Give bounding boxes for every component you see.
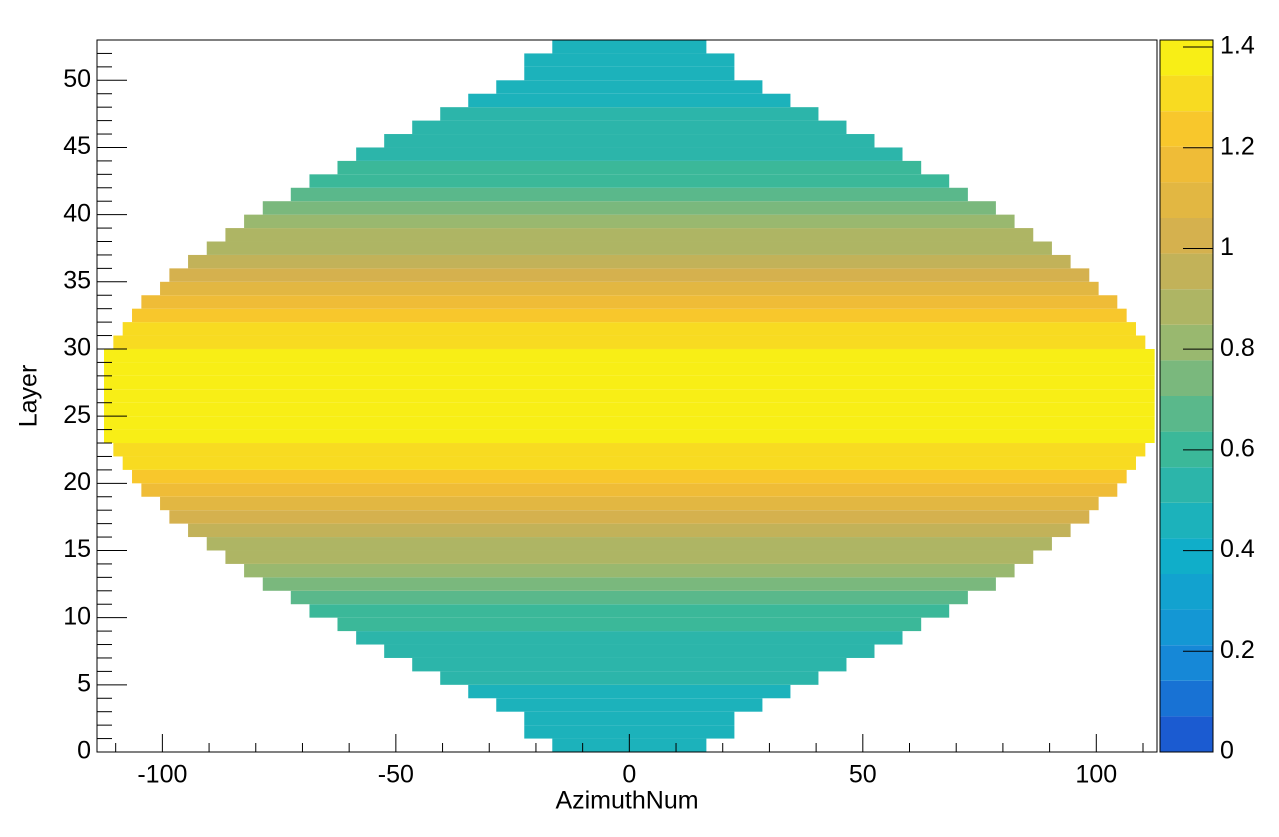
layer-cells [104, 362, 1155, 376]
layer-cells [244, 214, 1015, 229]
y-tick-label: 15 [63, 535, 91, 563]
colorbar-band [1160, 467, 1213, 503]
layer-cells [169, 510, 1090, 524]
layer-cells [309, 604, 950, 618]
layer-cells [440, 107, 819, 121]
layer-cells [468, 93, 791, 108]
layer-cells [244, 563, 1015, 578]
layer-cells [524, 66, 735, 81]
colorbar-band [1160, 40, 1213, 76]
colorbar-tick-label: 1.2 [1220, 132, 1255, 160]
layer-cells [225, 550, 1034, 564]
layer-cells [412, 657, 847, 672]
colorbar-tick-label: 1.4 [1220, 32, 1255, 60]
layer-cells [337, 617, 922, 632]
y-tick-label: 40 [63, 199, 91, 227]
colorbar-band [1160, 502, 1213, 539]
x-tick-label: 0 [622, 761, 636, 789]
layer-cells [412, 120, 847, 135]
colorbar-band [1160, 218, 1213, 254]
layer-cells [122, 456, 1136, 470]
layer-cells [440, 671, 819, 685]
colorbar-band [1160, 360, 1213, 396]
layer-cells [141, 483, 1118, 497]
colorbar-band [1160, 609, 1213, 646]
layer-cells [132, 469, 1127, 484]
layer-cells [384, 134, 875, 148]
layer-cells [104, 416, 1155, 430]
y-tick-label: 35 [63, 266, 91, 294]
x-tick-label: 50 [849, 761, 877, 789]
colorbar-band [1160, 680, 1213, 717]
layer-cells [113, 443, 1146, 457]
colorbar-band [1160, 111, 1213, 147]
layer-cells [356, 631, 903, 645]
colorbar-band [1160, 716, 1213, 752]
colorbar-tick-label: 0.8 [1220, 334, 1255, 362]
y-tick-label: 20 [63, 468, 91, 496]
plot-frame [96, 39, 1158, 753]
layer-cells [104, 402, 1155, 417]
layer-cells [206, 537, 1052, 551]
layer-cells [122, 322, 1136, 336]
layer-cells [290, 187, 968, 202]
layer-cells [104, 429, 1155, 444]
colorbar-band [1160, 75, 1213, 112]
layer-cells [262, 577, 996, 591]
y-axis-title: Layer [15, 365, 43, 428]
y-tick-label: 10 [63, 602, 91, 630]
layer-cells [104, 375, 1155, 390]
colorbar-tick-label: 1 [1220, 233, 1234, 261]
y-tick-label: 30 [63, 334, 91, 362]
layer-cells [188, 254, 1071, 269]
layer-cells [104, 348, 1155, 363]
x-tick-label: -50 [378, 761, 414, 789]
layer-cells [188, 523, 1071, 538]
colorbar-band [1160, 538, 1213, 574]
layer-cells [290, 590, 968, 605]
layer-cells [552, 40, 707, 54]
layer-cells [496, 80, 763, 94]
layer-cells [225, 228, 1034, 242]
colorbar-tick-label: 0.6 [1220, 434, 1255, 462]
layer-cells [309, 174, 950, 188]
colorbar-band [1160, 645, 1213, 681]
layer-cells [524, 725, 735, 739]
layer-cells [169, 268, 1090, 282]
y-tick-label: 0 [77, 737, 91, 765]
layer-cells [206, 241, 1052, 255]
colorbar-band [1160, 324, 1213, 361]
layer-cells [262, 201, 996, 215]
layer-cells [160, 496, 1099, 511]
colorbar-tick-label: 0 [1220, 737, 1234, 765]
colorbar-band [1160, 253, 1213, 290]
layer-cells [524, 53, 735, 67]
y-tick-label: 5 [77, 669, 91, 697]
colorbar-band [1160, 396, 1213, 432]
colorbar-tick-label: 0.2 [1220, 636, 1255, 664]
y-tick-label: 45 [63, 132, 91, 160]
layer-cells [104, 389, 1155, 403]
layer-cells [113, 335, 1146, 349]
x-tick-label: 100 [1075, 761, 1117, 789]
colorbar-band [1160, 289, 1213, 325]
x-tick-label: -100 [137, 761, 187, 789]
layer-cells [337, 160, 922, 175]
y-tick-label: 25 [63, 401, 91, 429]
colorbar-band [1160, 146, 1213, 183]
layer-cells [384, 644, 875, 658]
layer-cells [141, 295, 1118, 309]
layer-cells [496, 698, 763, 712]
layer-cells [468, 684, 791, 699]
colorbar-tick-label: 0.4 [1220, 535, 1255, 563]
x-axis-title: AzimuthNum [555, 787, 698, 815]
layer-cells [524, 711, 735, 726]
colorbar-band [1160, 574, 1213, 610]
layer-cells [356, 147, 903, 161]
y-tick-label: 50 [63, 65, 91, 93]
layer-cells [160, 281, 1099, 296]
layer-cells [132, 308, 1127, 323]
colorbar-band [1160, 182, 1213, 218]
